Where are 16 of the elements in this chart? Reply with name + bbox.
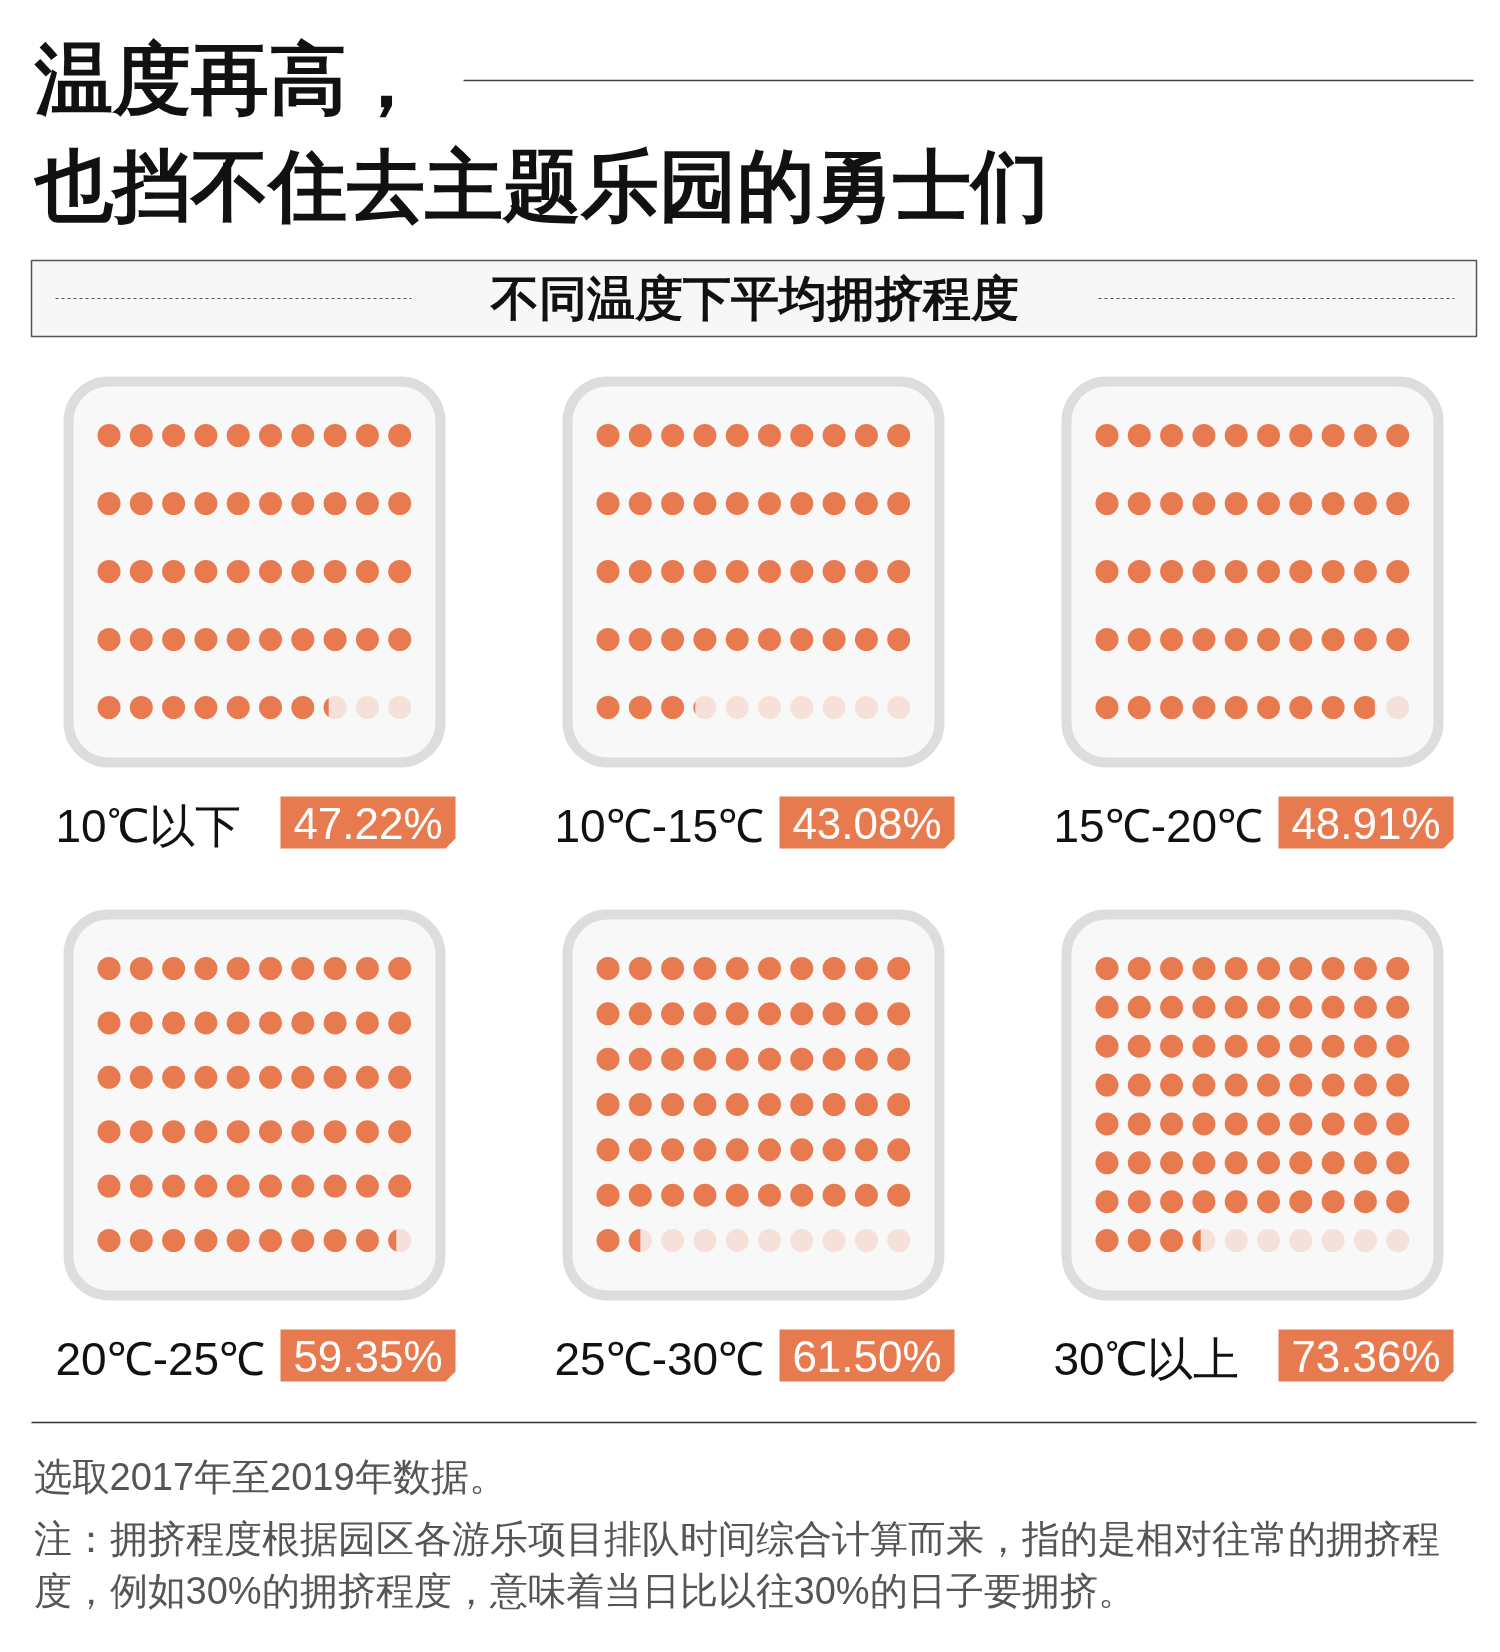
text: 温度再高，也挡不住去主题乐园的勇士们	[32, 34, 1049, 230]
data-label: 43.08%	[792, 799, 942, 848]
category-label: 30℃以上	[1053, 1332, 1239, 1385]
category-label: 10℃-15℃	[554, 799, 765, 852]
category-label: 25℃-30℃	[554, 1332, 765, 1385]
category-label: 15℃-20℃	[1053, 799, 1264, 852]
text: 选取2017年至2019年数据。	[33, 1455, 507, 1498]
category-label: 10℃以下	[55, 799, 241, 852]
text: 注：拥挤程度根据园区各游乐项目排队时间综合计算而来，指的是相对往常的拥挤程度，例如30%的拥挤程度，意味着当日比以往30%的日子要拥挤。	[33, 1517, 1440, 1612]
data-label: 48.91%	[1291, 799, 1441, 848]
data-label: 73.36%	[1291, 1332, 1441, 1381]
data-label: 59.35%	[293, 1332, 443, 1381]
data-label: 61.50%	[792, 1332, 942, 1381]
category-label: 20℃-25℃	[55, 1332, 266, 1385]
text: 不同温度下平均拥挤程度	[489, 272, 1019, 325]
data-label: 47.22%	[293, 799, 443, 848]
